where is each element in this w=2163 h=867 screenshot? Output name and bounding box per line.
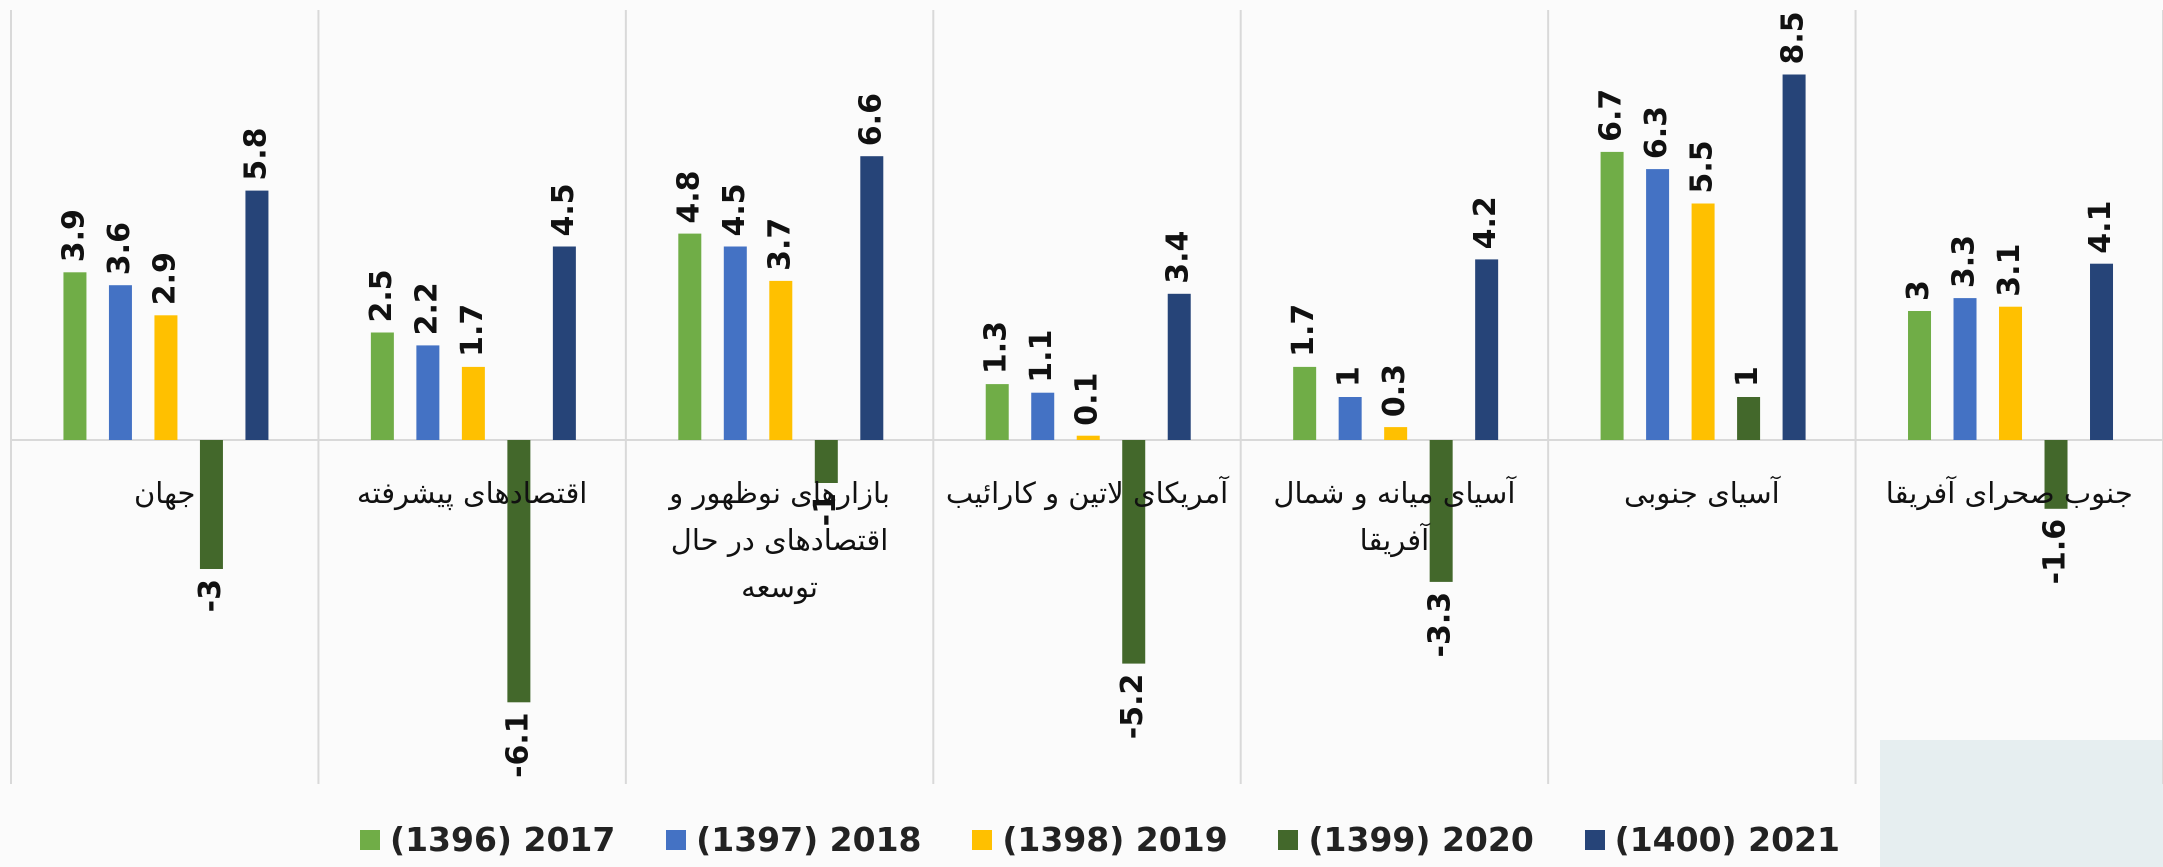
value-label: 1.1 [1024,330,1059,383]
bar [1953,298,1977,440]
value-label: 4.5 [717,183,752,236]
value-label: 3.9 [56,209,91,262]
value-label: -1 [808,493,843,526]
value-label: 2.9 [147,252,182,305]
bar [1384,427,1408,440]
value-label: 3.3 [1947,235,1982,288]
x-tick-label: بازارهای نوظهور و اقتصادهای در حال توسعه [669,476,890,604]
legend-label: (1399) 2020 [1308,820,1534,859]
bar [1076,435,1100,440]
value-label: 1 [1730,366,1765,387]
bar [2090,263,2114,440]
value-label: 4.2 [1468,196,1503,249]
value-label: 6.3 [1639,106,1674,159]
bar [1031,392,1055,440]
value-label: 3.4 [1161,231,1196,284]
bar [1908,311,1932,440]
bar [814,440,838,483]
bar [154,315,178,440]
value-label: 8.5 [1776,11,1811,64]
value-label: -5.2 [1115,674,1150,740]
value-label: 4.8 [671,170,706,223]
bar [1293,366,1317,440]
bar [63,272,87,440]
value-label: 3.6 [102,222,137,275]
bar [1167,293,1191,440]
value-label: 1.7 [1286,304,1321,357]
value-label: 1.3 [979,321,1014,374]
bar [370,332,394,440]
bar [723,246,747,440]
value-label: 3.7 [762,218,797,271]
x-tick-label: جهان [133,476,196,510]
bar [769,280,793,440]
legend-swatch [360,829,380,850]
bar [1737,397,1761,440]
bar [985,384,1009,440]
bar [1122,440,1146,664]
bar [507,440,531,703]
legend-swatch [972,829,993,850]
bar [199,440,223,569]
bar [860,156,884,440]
x-tick-label: آسیای جنوبی [1623,476,1780,510]
x-tick-label: جنوب صحرای آفریقا [1885,476,2133,510]
legend-item: (1399) 2020 [1278,820,1534,859]
bar [1691,203,1715,440]
value-label: 4.5 [546,183,581,236]
legend-label: (1398) 2019 [1002,820,1228,859]
legend-item: (1396) 2017 [360,820,615,859]
bar [1475,259,1499,440]
bar [1999,306,2023,440]
value-label: 0.1 [1070,373,1105,426]
bar [461,366,485,440]
bar [416,345,440,440]
bar [1600,151,1624,440]
bar [552,246,576,440]
legend-swatch [1584,829,1605,850]
x-tick-label: آمریکای لاتین و کارائیب [945,476,1229,510]
value-label: 5.5 [1685,140,1720,193]
x-tick-label: آسیای میانه و شمال آفریقا [1273,476,1516,557]
value-label: 4.1 [2083,201,2118,254]
value-label: 3.1 [1992,244,2027,297]
legend-label: (1397) 2018 [696,820,922,859]
legend-swatch [1278,829,1299,850]
bar [1646,169,1670,440]
value-label: -1.6 [2038,519,2073,585]
bar [1782,74,1806,440]
value-label: 2.2 [409,282,444,335]
value-label: -3.3 [1423,592,1458,658]
legend-swatch [666,829,687,850]
legend-item: (1400) 2021 [1584,820,1840,859]
bar [245,190,269,440]
value-label: -3 [193,579,228,612]
value-label: 2.5 [364,269,399,322]
value-label: -6.1 [500,712,535,778]
value-label: 1.7 [455,304,490,357]
legend: (1396) 2017 (1397) 2018 (1398) 2019 (1399) … [360,820,1840,859]
legend-item: (1398) 2019 [972,820,1228,859]
value-label: 5.8 [238,127,273,180]
bar [108,285,132,440]
value-label: 0.3 [1377,364,1412,417]
value-label: 1 [1332,366,1367,387]
bar [678,233,702,440]
legend-label: (1400) 2021 [1614,820,1840,859]
decor-image [1880,740,2163,867]
bar [1338,397,1362,440]
value-label: 3 [1901,280,1936,301]
legend-item: (1397) 2018 [666,820,922,859]
legend-label: (1396) 2017 [390,820,616,859]
bar [1429,440,1453,582]
bar [2044,440,2068,509]
value-label: 6.6 [853,93,888,146]
x-tick-label: اقتصادهای پیشرفته [356,476,588,510]
value-label: 6.7 [1594,89,1629,142]
